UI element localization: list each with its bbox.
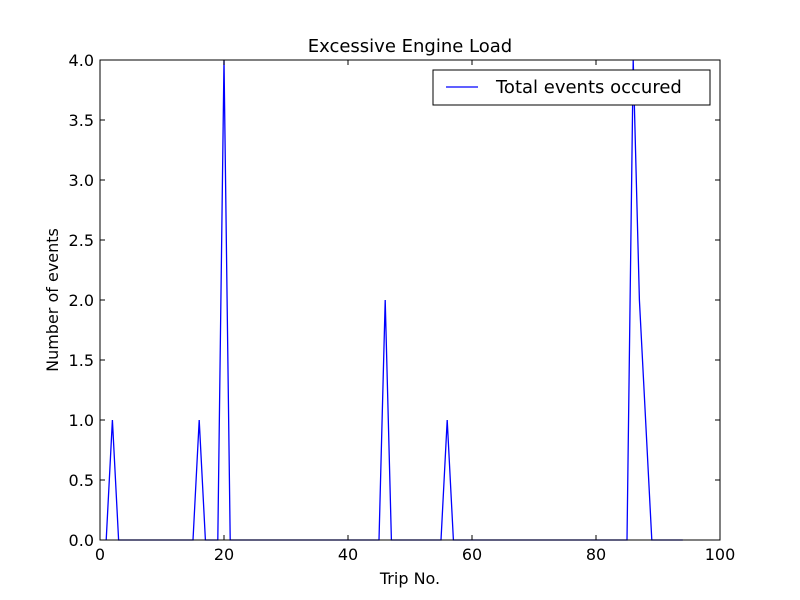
x-tick-label: 60 <box>462 545 482 564</box>
plot-area <box>105 59 683 541</box>
x-tick-label: 20 <box>214 545 234 564</box>
y-tick-label: 3.0 <box>69 171 94 190</box>
legend-box <box>432 69 711 106</box>
x-axis: 0 20 40 60 80 100 <box>95 60 735 564</box>
x-tick-label: 0 <box>95 545 105 564</box>
y-tick-label: 2.0 <box>69 291 94 310</box>
y-tick-label: 4.0 <box>69 51 94 70</box>
y-tick-label: 0.5 <box>69 471 94 490</box>
legend-label: Total events occured <box>495 77 682 98</box>
legend: Total events occured <box>432 69 711 106</box>
y-tick-label: 2.5 <box>69 231 94 250</box>
y-axis: 0.0 0.5 1.0 1.5 2.0 2.5 3.0 3.5 4.0 <box>69 51 720 550</box>
y-tick-label: 0.0 <box>69 531 94 550</box>
x-tick-label: 100 <box>705 545 736 564</box>
y-tick-label: 1.0 <box>69 411 94 430</box>
chart-title: Excessive Engine Load <box>308 36 512 57</box>
y-tick-label: 3.5 <box>69 111 94 130</box>
series-line <box>105 59 683 541</box>
y-tick-label: 1.5 <box>69 351 94 370</box>
axes-frame <box>99 59 721 541</box>
x-tick-label: 40 <box>338 545 358 564</box>
x-tick-label: 80 <box>586 545 606 564</box>
x-axis-label: Trip No. <box>379 569 440 588</box>
y-axis-label: Number of events <box>43 228 62 372</box>
